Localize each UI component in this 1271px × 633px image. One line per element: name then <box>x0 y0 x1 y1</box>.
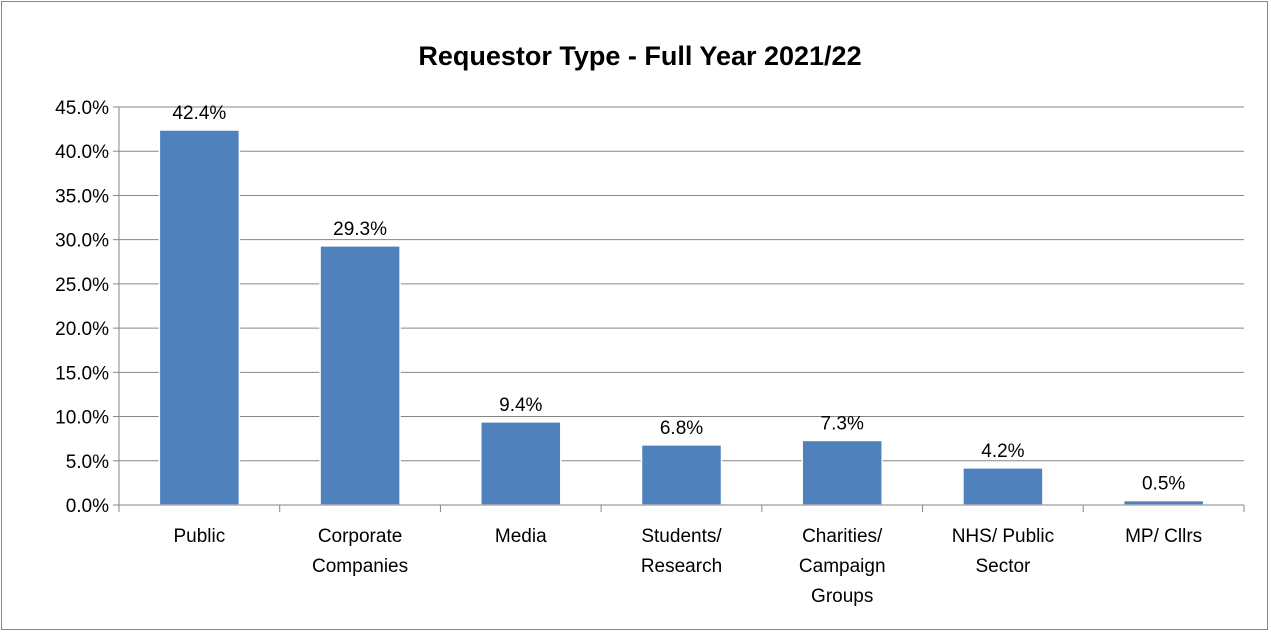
gridlines <box>113 106 1244 506</box>
y-tick-label: 5.0% <box>66 452 109 473</box>
bar <box>962 467 1044 506</box>
data-label: 0.5% <box>1142 474 1185 495</box>
bar <box>801 439 883 506</box>
x-tick-label: Corporate Companies <box>312 526 408 577</box>
y-tick-label: 15.0% <box>55 363 109 384</box>
y-tick-label: 10.0% <box>55 408 109 429</box>
data-labels: 42.4% 29.3% 9.4% 6.8% 7.3% 4.2% 0.5% <box>172 103 1185 495</box>
chart-title: Requestor Type - Full Year 2021/22 <box>418 41 861 71</box>
data-label: 4.2% <box>981 441 1024 462</box>
x-tick-label: Media <box>495 526 547 547</box>
data-label: 29.3% <box>333 219 387 240</box>
data-label: 7.3% <box>821 413 864 434</box>
x-tick-label: MP/ Cllrs <box>1125 526 1202 547</box>
y-tick-label: 35.0% <box>55 186 109 207</box>
axes <box>118 107 1245 512</box>
bar <box>480 421 562 506</box>
y-tick-label: 40.0% <box>55 142 109 163</box>
y-tick-label: 0.0% <box>66 496 109 517</box>
y-tick-label: 25.0% <box>55 275 109 296</box>
x-tick-label: Public <box>173 526 225 547</box>
data-label: 42.4% <box>172 103 226 124</box>
x-tick-labels: Public Corporate Companies Media Students/Re… <box>173 526 1202 607</box>
data-label: 6.8% <box>660 418 703 439</box>
x-tick-label: NHS/ Public Sector <box>952 526 1054 577</box>
bar <box>158 129 241 506</box>
bars <box>158 129 1205 506</box>
bar <box>640 444 723 506</box>
y-tick-labels: 0.0% 5.0% 10.0% 15.0% 20.0% 25.0% 30.0% 35.0% 40… <box>55 98 109 517</box>
bar <box>319 245 401 506</box>
y-tick-label: 45.0% <box>55 98 109 119</box>
data-label: 9.4% <box>499 395 542 416</box>
x-tick-label: Charities/Campaign Groups <box>799 526 886 607</box>
x-tick-label: Students/Research <box>641 526 723 577</box>
bar <box>1122 499 1205 506</box>
y-tick-label: 20.0% <box>55 319 109 340</box>
y-tick-label: 30.0% <box>55 231 109 252</box>
